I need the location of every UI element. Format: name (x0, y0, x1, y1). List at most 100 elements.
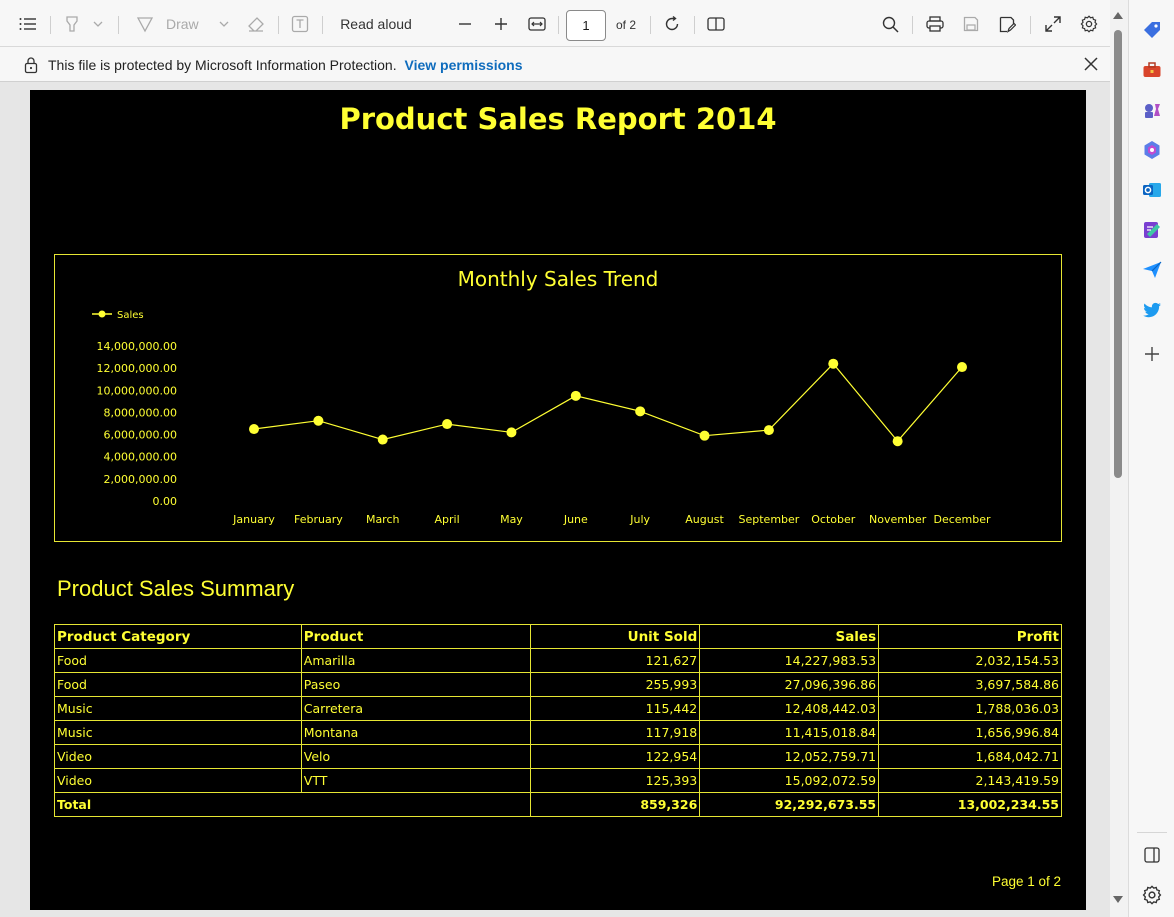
sales-data-point (892, 436, 903, 447)
page-view-icon[interactable] (704, 10, 728, 38)
add-icon[interactable] (1142, 344, 1162, 364)
lock-icon (24, 57, 38, 74)
cell-profit: 2,032,154.53 (878, 648, 1062, 673)
x-tick-label: September (739, 513, 800, 526)
save-icon[interactable] (959, 10, 983, 38)
cell-sales: 27,096,396.86 (699, 672, 880, 697)
cell-category: Video (54, 768, 302, 793)
sales-data-point (249, 424, 259, 435)
zoom-out-icon[interactable] (454, 10, 476, 38)
cell-unit-sold: 125,393 (530, 768, 701, 793)
tag-icon[interactable] (1142, 20, 1162, 40)
cell-profit: 1,684,042.71 (878, 744, 1062, 769)
cell-unit-sold: 115,442 (530, 696, 701, 721)
split-screen-icon[interactable] (1142, 845, 1162, 865)
fit-width-icon[interactable] (526, 10, 548, 38)
scrollbar-thumb[interactable] (1114, 30, 1122, 478)
toolbar-separator (694, 16, 695, 34)
page-footer: Page 1 of 2 (992, 874, 1062, 889)
zoom-in-icon[interactable] (490, 10, 512, 38)
cell-category: Food (54, 648, 302, 673)
scroll-up-arrow-icon[interactable] (1113, 12, 1123, 19)
cell-unit-sold: 117,918 (530, 720, 701, 745)
y-tick-label: 10,000,000.00 (97, 384, 177, 397)
draw-label: Draw (166, 16, 199, 32)
cell-product: Montana (300, 720, 532, 745)
print-icon[interactable] (923, 10, 947, 38)
send-icon[interactable] (1142, 260, 1162, 280)
save-as-icon[interactable] (995, 10, 1019, 38)
toolbar-separator (912, 16, 913, 34)
sales-data-point (570, 390, 581, 401)
outlook-icon[interactable] (1142, 180, 1162, 200)
sales-data-point (635, 406, 646, 417)
scroll-down-arrow-icon[interactable] (1113, 896, 1123, 903)
cell-sales: 15,092,072.59 (699, 768, 880, 793)
toolbar-separator (118, 16, 119, 34)
twitter-icon[interactable] (1142, 300, 1162, 320)
cell-category: Video (54, 744, 302, 769)
view-permissions-link[interactable]: View permissions (404, 57, 523, 73)
cell-unit-sold: 121,627 (530, 648, 701, 673)
edge-sidebar (1128, 0, 1174, 917)
highlight-dropdown-chevron-icon[interactable] (90, 10, 106, 38)
sales-series-line (253, 362, 963, 443)
page-number-input[interactable]: 1 (566, 10, 606, 41)
cell-product: Paseo (300, 672, 532, 697)
cell-sales: 11,415,018.84 (699, 720, 880, 745)
summary-title: Product Sales Summary (57, 576, 295, 601)
sales-data-point (957, 362, 967, 373)
fullscreen-icon[interactable] (1041, 10, 1065, 38)
sales-data-point (763, 425, 774, 436)
cell-profit: 2,143,419.59 (878, 768, 1062, 793)
close-icon[interactable] (1082, 55, 1100, 73)
text-box-icon[interactable] (288, 10, 312, 38)
table-row: Food Amarilla 121,627 14,227,983.53 2,03… (54, 648, 1062, 673)
y-tick-label: 6,000,000.00 (104, 429, 177, 442)
x-tick-label: July (629, 513, 650, 526)
table-total-row: Total 859,326 92,292,673.55 13,002,234.5… (53, 792, 1062, 817)
pdf-page: Product Sales Report 2014 Monthly Sales … (30, 90, 1086, 910)
sales-data-point (699, 430, 710, 441)
x-tick-label: October (811, 513, 855, 526)
designer-icon[interactable] (1142, 220, 1162, 240)
x-tick-label: April (435, 513, 460, 526)
settings-icon[interactable] (1077, 10, 1101, 38)
table-row: Music Carretera 115,442 12,408,442.03 1,… (54, 696, 1062, 721)
toolbar-separator (278, 16, 279, 34)
draw-button[interactable]: Draw (136, 10, 216, 38)
header-profit: Profit (878, 624, 1062, 649)
toolbar-separator (50, 16, 51, 34)
copilot-icon[interactable] (1142, 140, 1162, 160)
legend-label: Sales (117, 310, 144, 321)
toolbar-separator (650, 16, 651, 34)
y-tick-label: 14,000,000.00 (97, 340, 177, 353)
sidebar-settings-icon[interactable] (1142, 885, 1162, 905)
table-row: Video Velo 122,954 12,052,759.71 1,684,0… (54, 744, 1062, 769)
sales-data-point (442, 419, 453, 430)
rotate-icon[interactable] (660, 10, 684, 38)
pdf-toolbar: Draw Read aloud 1 of 2 (0, 0, 1128, 47)
contents-icon[interactable] (16, 10, 40, 38)
games-icon[interactable] (1142, 100, 1162, 120)
y-tick-label: 4,000,000.00 (104, 451, 177, 464)
sales-data-point (828, 358, 839, 369)
cell-profit: 1,656,996.84 (878, 720, 1062, 745)
toolbox-icon[interactable] (1142, 60, 1162, 80)
cell-sales: 14,227,983.53 (699, 648, 880, 673)
search-icon[interactable] (878, 10, 902, 38)
read-aloud-button[interactable]: Read aloud (340, 16, 412, 32)
eraser-icon[interactable] (244, 10, 268, 38)
monthly-sales-chart: Monthly Sales Trend Sales 14,000,000.00 1… (54, 254, 1062, 542)
header-product: Product (300, 624, 532, 649)
toolbar-separator (558, 16, 559, 34)
cell-unit-sold: 255,993 (530, 672, 701, 697)
chart-title: Monthly Sales Trend (458, 267, 659, 291)
draw-dropdown-chevron-icon[interactable] (216, 10, 232, 38)
sales-data-point (313, 415, 324, 426)
cell-sales: 12,052,759.71 (699, 744, 880, 769)
cell-profit: 1,788,036.03 (878, 696, 1062, 721)
highlight-icon[interactable] (60, 10, 84, 38)
y-tick-label: 0.00 (153, 495, 178, 508)
cell-sales: 12,408,442.03 (699, 696, 880, 721)
